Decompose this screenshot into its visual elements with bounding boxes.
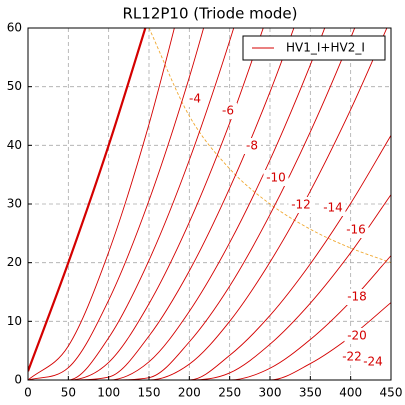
x-tick-label: 350 <box>299 386 322 400</box>
plate-curve <box>28 28 205 380</box>
curve-label: -12 <box>291 198 311 212</box>
annotation-bg <box>263 170 289 186</box>
plate-curve <box>28 28 326 380</box>
curve-label: -24 <box>363 355 383 369</box>
legend: HV1_I+HV2_I <box>242 35 386 61</box>
y-tick-label: 40 <box>7 138 22 152</box>
curve-label: -10 <box>266 171 286 185</box>
annotation-bg <box>243 138 261 154</box>
curve-label: -20 <box>347 329 367 343</box>
plate-curve <box>28 28 235 380</box>
x-tick-label: 450 <box>380 386 403 400</box>
curve-label: -14 <box>323 201 343 215</box>
annotations: -4 -6 -8 -10 -12 -14-16 -18 -20 -22 -24 <box>186 91 386 370</box>
dissipation-curve <box>148 28 391 264</box>
x-tick-label: 400 <box>339 386 362 400</box>
annotation-bg <box>344 328 370 344</box>
annotation-bg <box>339 349 365 365</box>
annotation-bg <box>219 103 237 119</box>
x-tick-label: 100 <box>97 386 120 400</box>
x-tick-label: 250 <box>218 386 241 400</box>
curve-label: -16 <box>346 223 366 237</box>
annotation-bg <box>360 354 386 370</box>
x-tick-label: 200 <box>178 386 201 400</box>
x-tick-label: 300 <box>259 386 282 400</box>
curve-label: -4 <box>189 92 201 106</box>
plate-curve <box>28 28 147 372</box>
y-tick-label: 0 <box>14 373 22 387</box>
legend-label: HV1_I+HV2_I <box>286 41 365 55</box>
curve-label: -8 <box>246 139 258 153</box>
y-tick-label: 20 <box>7 255 22 269</box>
plate-curve <box>28 302 391 380</box>
annotation-bg <box>343 222 369 238</box>
annotation-bg <box>186 91 204 107</box>
annotation-bg <box>288 197 314 213</box>
plate-curve <box>28 28 356 380</box>
plate-curve <box>28 194 391 380</box>
y-tick-label: 50 <box>7 79 22 93</box>
plate-curve <box>28 28 388 380</box>
curve-label: -22 <box>342 350 362 364</box>
plate-curve <box>28 28 175 380</box>
y-tick-label: 60 <box>7 21 22 35</box>
y-tick-label: 30 <box>7 197 22 211</box>
plate-curve <box>28 135 391 380</box>
ticks: 0 50 100 150 200 250 300 350 400 450 0 10 20 30 40 50 60 <box>7 21 403 400</box>
x-tick-label: 0 <box>24 386 32 400</box>
x-tick-label: 50 <box>61 386 76 400</box>
annotation-bg <box>344 289 370 305</box>
x-tick-label: 150 <box>138 386 161 400</box>
plate-curve <box>28 255 391 380</box>
chart-title: RL12P10 (Triode mode) <box>123 5 298 23</box>
curve-label: -18 <box>347 290 367 304</box>
curve-label: -6 <box>222 104 234 118</box>
y-tick-label: 10 <box>7 314 22 328</box>
annotation-bg <box>320 200 346 216</box>
